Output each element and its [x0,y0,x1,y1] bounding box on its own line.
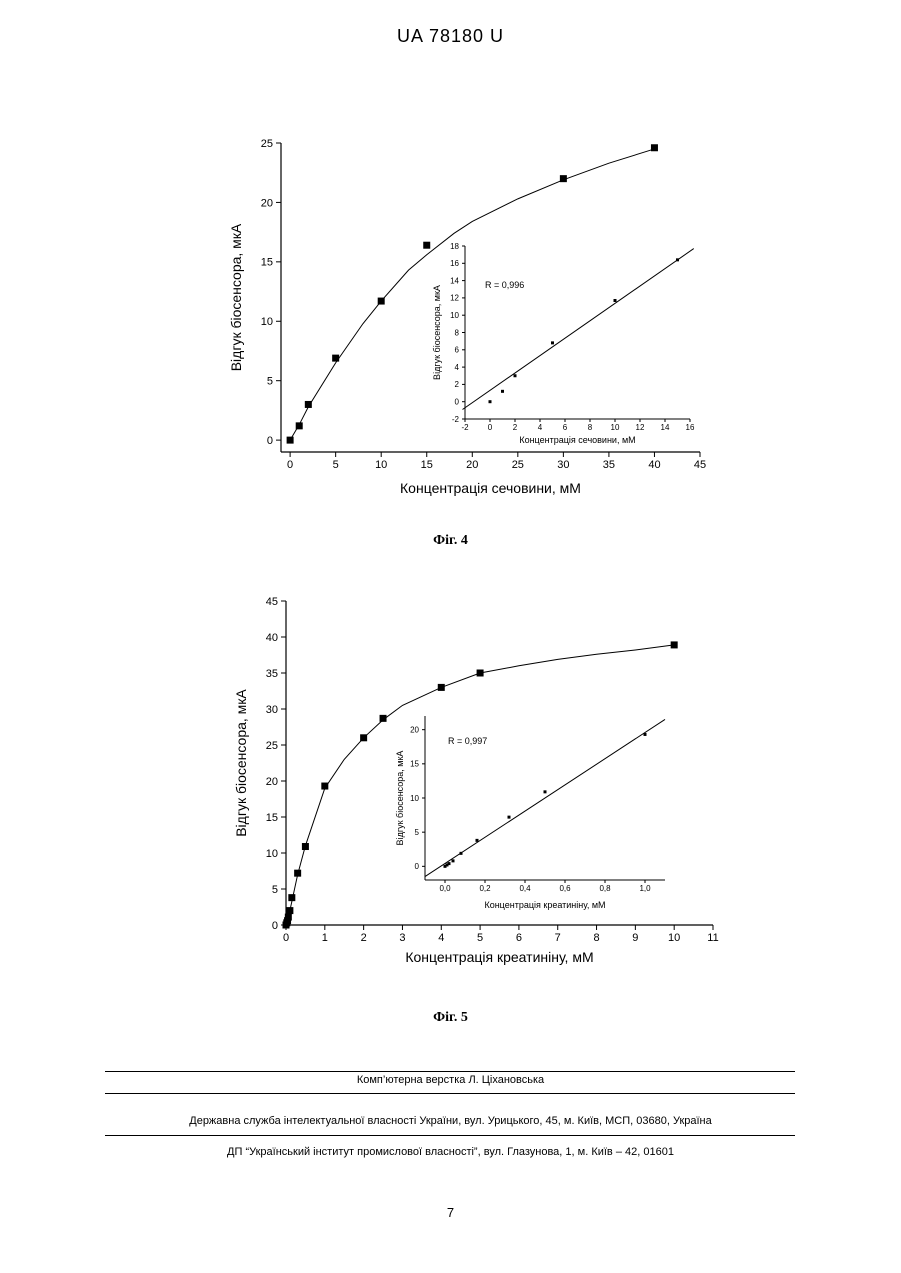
page-number: 7 [0,1205,901,1220]
main-x-tick-label: 4 [438,932,444,944]
main-x-tick-label: 9 [632,932,638,944]
main-data-point [671,641,678,648]
footer-ip-service: Державна служба інтелектуальної власност… [0,1115,901,1127]
main-y-tick-label: 5 [272,884,278,896]
main-y-tick-label: 30 [266,704,278,716]
inset-y-tick-label: 10 [410,794,419,803]
main-x-tick-label: 1 [322,932,328,944]
main-y-tick-label: 10 [266,848,278,860]
inset-x-tick-label: 1,0 [639,884,651,893]
main-x-tick-label: 10 [668,932,680,944]
main-y-tick-label: 0 [272,920,278,932]
main-data-point [286,907,293,914]
inset-x-tick-label: 0,6 [559,884,571,893]
main-x-tick-label: 11 [707,932,718,944]
inset-data-point [452,859,455,862]
main-x-tick-label: 3 [399,932,405,944]
main-x-tick-label: 5 [477,932,483,944]
main-y-tick-label: 25 [266,740,278,752]
figure-5-caption: Фіг. 5 [0,1010,901,1026]
main-data-point [380,715,387,722]
main-y-axis-label: Відгук біосенсора, мкА [233,689,249,837]
inset-x-tick-label: 0,8 [599,884,611,893]
inset-x-axis-label: Концентрація креатиніну, мМ [484,900,605,910]
main-fit-curve [286,645,674,925]
main-x-tick-label: 6 [516,932,522,944]
main-x-axis-label: Концентрація креатиніну, мМ [405,949,593,965]
main-y-tick-label: 45 [266,596,278,608]
inset-data-point [644,733,647,736]
main-data-point [360,734,367,741]
main-x-tick-label: 0 [283,932,289,944]
footer-rule-bottom [105,1135,795,1136]
inset-data-point [460,852,463,855]
inset-y-tick-label: 20 [410,725,419,734]
main-y-tick-label: 20 [266,776,278,788]
creatinine-response-chart: 01234567891011051015202530354045Концентр… [0,0,901,1000]
inset-data-point [544,790,547,793]
inset-y-axis-label: Відгук біосенсора, мкА [395,751,405,846]
main-data-point [438,684,445,691]
footer-typesetter: Комп’ютерна верстка Л. Ціхановська [0,1074,901,1086]
main-data-point [321,783,328,790]
main-x-tick-label: 8 [593,932,599,944]
inset-x-tick-label: 0,4 [519,884,531,893]
main-data-point [288,894,295,901]
inset-x-tick-label: 0,0 [439,884,451,893]
inset-correlation-annotation: R = 0,997 [448,736,487,746]
footer-institute: ДП “Український інститут промислової вла… [0,1146,901,1158]
inset-x-tick-label: 0,2 [479,884,491,893]
inset-y-tick-label: 0 [415,862,420,871]
footer-rule-middle [105,1093,795,1094]
main-data-point [302,843,309,850]
inset-data-point [508,816,511,819]
main-data-point [477,670,484,677]
main-x-tick-label: 7 [555,932,561,944]
inset-y-tick-label: 5 [415,828,420,837]
main-y-tick-label: 15 [266,812,278,824]
footer-rule-top [105,1071,795,1072]
main-y-tick-label: 35 [266,668,278,680]
main-y-tick-label: 40 [266,632,278,644]
inset-y-tick-label: 15 [410,760,419,769]
inset-data-point [448,862,451,865]
main-data-point [285,914,292,921]
main-data-point [294,870,301,877]
main-x-tick-label: 2 [361,932,367,944]
inset-data-point [476,839,479,842]
